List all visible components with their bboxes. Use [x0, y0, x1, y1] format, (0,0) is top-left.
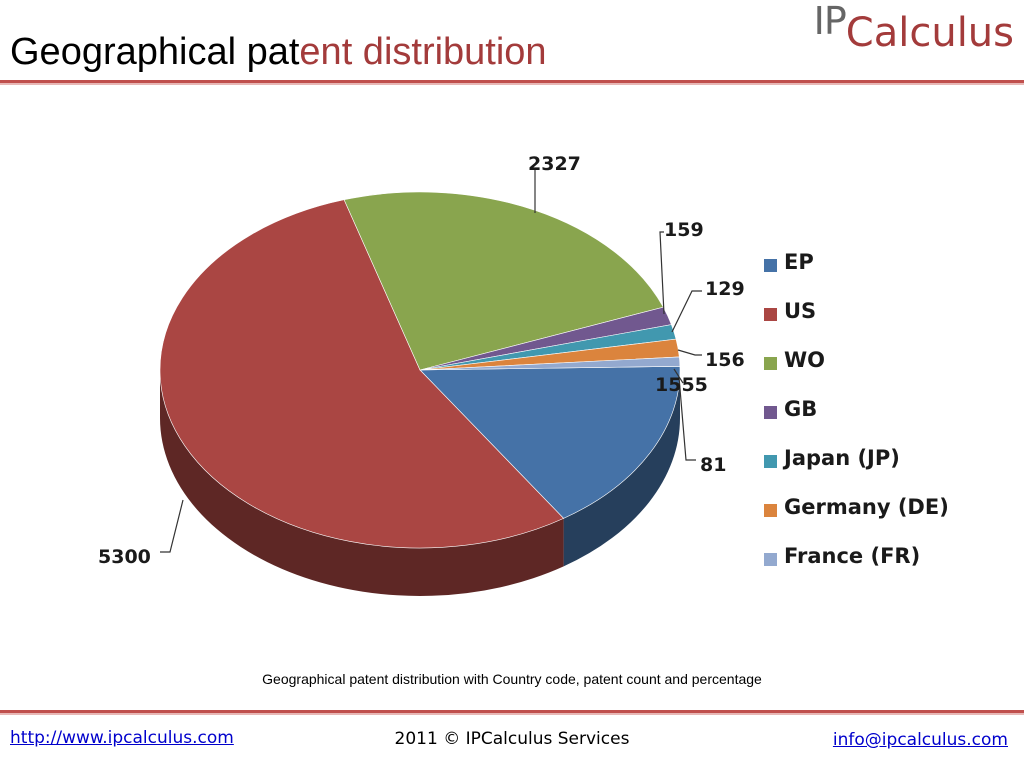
pie-side-0	[563, 370, 680, 567]
legend-swatch	[764, 553, 777, 566]
pie-sides	[160, 370, 680, 597]
legend-label: Germany (DE)	[784, 495, 949, 519]
legend-label: GB	[784, 397, 818, 421]
slide-title-part2: ent distribution	[299, 31, 547, 73]
data-label-2: 2327	[528, 153, 581, 175]
data-label-0: 1555	[655, 374, 708, 396]
chart-caption: Geographical patent distribution with Co…	[262, 671, 762, 687]
leader-line-6	[678, 376, 696, 461]
pie-slice-us	[159, 199, 565, 549]
pie-side-1	[160, 370, 564, 597]
logo-calculus-text: Calculus	[845, 10, 1014, 56]
data-label-5: 156	[705, 349, 745, 371]
email-link[interactable]: info@ipcalculus.com	[832, 730, 1008, 750]
legend-label: EP	[784, 250, 814, 274]
legend-swatch	[764, 259, 777, 272]
footer-divider	[0, 710, 1024, 713]
pie-data-labels: 1555 5300 2327 159 129 156 81	[98, 153, 745, 568]
legend-swatch	[764, 504, 777, 517]
slide-title: Geographical patent distribution	[10, 28, 547, 76]
slide-title-part1: Geographical pat	[10, 31, 300, 73]
pie-slice-france-fr	[419, 356, 681, 371]
data-label-4: 129	[705, 278, 745, 300]
leader-line-3	[659, 231, 665, 315]
header-divider	[0, 80, 1024, 83]
legend-label: WO	[784, 348, 826, 372]
leader-line-4	[671, 290, 702, 333]
pie-leader-lines	[160, 170, 702, 553]
legend-label: US	[784, 299, 817, 323]
leader-line-5	[677, 349, 702, 356]
leader-line-0	[673, 368, 684, 384]
data-label-3: 159	[664, 219, 704, 241]
copyright-text: 2011 © IPCalculus Services	[394, 729, 630, 749]
legend-label: Japan (JP)	[784, 446, 900, 470]
website-link[interactable]: http://www.ipcalculus.com	[10, 728, 234, 748]
legend-swatch	[764, 455, 777, 468]
logo-ip-text: IP	[813, 0, 847, 43]
legend-swatch	[764, 406, 777, 419]
header-divider-shadow	[0, 83, 1024, 85]
legend-label: France (FR)	[784, 544, 921, 568]
ipcalculus-logo: IPCalculus	[814, 0, 1014, 70]
legend-swatch	[764, 308, 777, 321]
leader-line-1	[160, 499, 184, 553]
pie-tops	[159, 191, 681, 549]
data-label-6: 81	[700, 454, 726, 476]
pie-chart: 1555 5300 2327 159 129 156 81	[98, 153, 745, 597]
footer-divider-shadow	[0, 713, 1024, 715]
legend-swatch	[764, 357, 777, 370]
data-label-1: 5300	[98, 546, 151, 568]
